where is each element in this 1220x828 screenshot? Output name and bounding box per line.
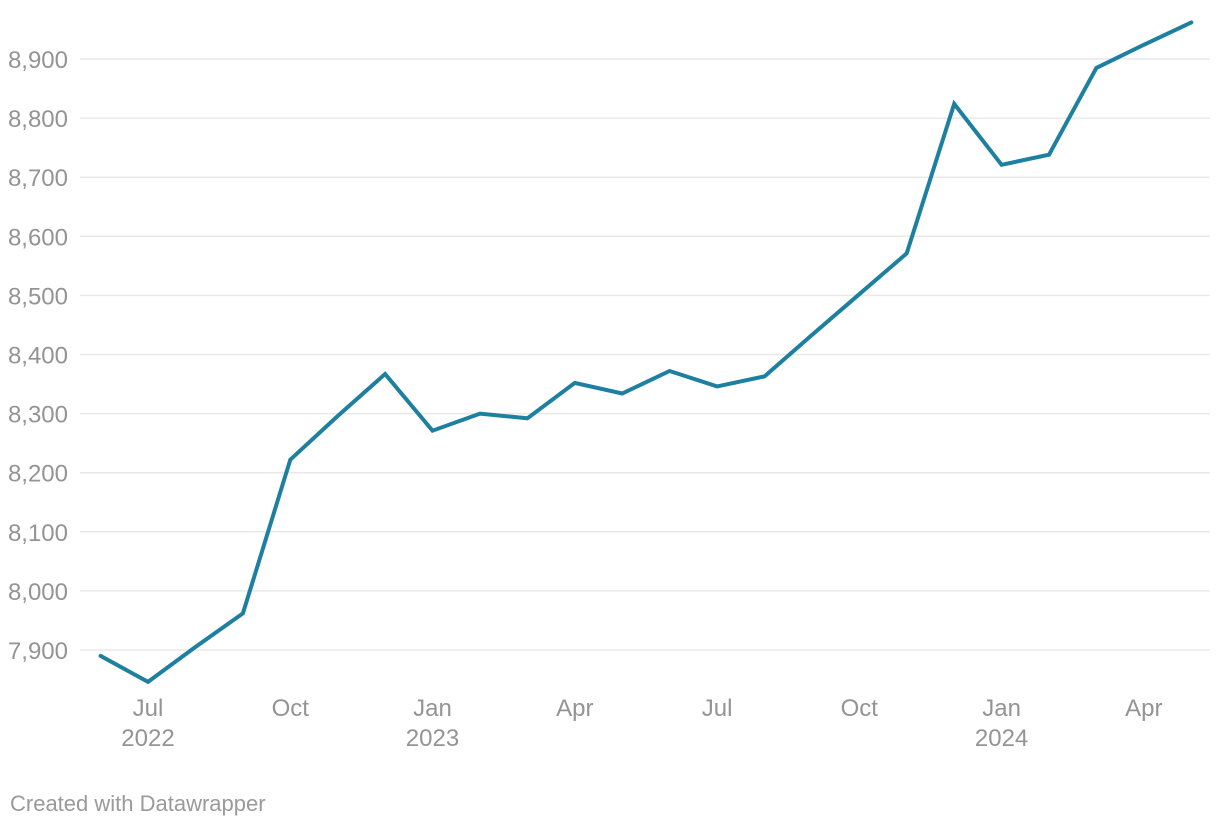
x-axis-tick-label: Jan bbox=[413, 695, 452, 722]
chart-svg: 7,900 8,000 8,100 8,200 8,300 8,400 8,500 8,600… bbox=[8, 20, 1210, 752]
x-axis-tick-label: Oct bbox=[272, 695, 310, 722]
y-axis-tick-label: 8,400 bbox=[8, 343, 68, 370]
x-axis-tick-year: 2023 bbox=[406, 725, 459, 752]
x-axis-tick-label: Jan bbox=[982, 695, 1021, 722]
y-axis-tick-label: 8,900 bbox=[8, 47, 68, 74]
x-axis-tick-year: 2022 bbox=[121, 725, 174, 752]
y-axis-tick-label: 8,600 bbox=[8, 224, 68, 251]
x-axis-tick-label: Jul bbox=[133, 695, 164, 722]
x-axis-tick-year: 2024 bbox=[975, 725, 1028, 752]
y-axis-tick-label: 8,300 bbox=[8, 402, 68, 429]
datawrapper-credit: Created with Datawrapper bbox=[10, 791, 266, 816]
x-axis-tick-label: Oct bbox=[841, 695, 879, 722]
y-axis-tick-label: 8,100 bbox=[8, 520, 68, 547]
x-axis-tick-label: Apr bbox=[1125, 695, 1162, 722]
y-axis-tick-label: 8,700 bbox=[8, 165, 68, 192]
y-axis-tick-label: 7,900 bbox=[8, 638, 68, 665]
y-axis-tick-label: 8,000 bbox=[8, 579, 68, 606]
y-axis-tick-label: 8,200 bbox=[8, 461, 68, 488]
x-axis-tick-label: Jul bbox=[702, 695, 733, 722]
data-line bbox=[98, 20, 1194, 685]
y-axis-tick-label: 8,500 bbox=[8, 283, 68, 310]
y-axis-tick-label: 8,800 bbox=[8, 106, 68, 133]
x-axis-tick-label: Apr bbox=[556, 695, 593, 722]
